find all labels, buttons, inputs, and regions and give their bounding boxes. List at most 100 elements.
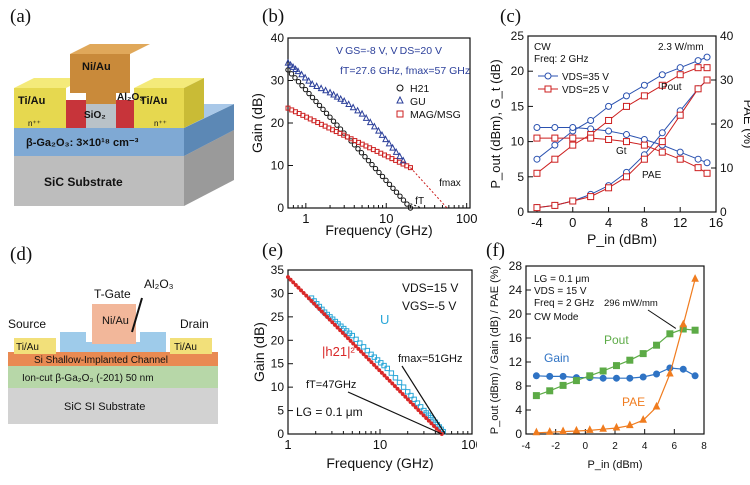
- c-power-density-annotation: 2.3 W/mm: [658, 42, 704, 53]
- c-gain-point-1: [551, 134, 559, 142]
- f-pointer-line: [647, 309, 677, 329]
- contact-left-label: Ti/Au: [18, 95, 45, 107]
- implant-layer: [8, 352, 218, 366]
- f-xtick-label: -4: [522, 441, 531, 452]
- c-gain-point-0: [587, 125, 595, 133]
- e-h21-point: [398, 389, 403, 394]
- c-gain-point-0: [622, 131, 630, 139]
- f-1-point: [546, 387, 554, 395]
- b-gu-point: [358, 109, 366, 117]
- c-freq-annotation: Freq: 2 GHz: [534, 54, 588, 65]
- drain-contact: [170, 338, 212, 354]
- f-ytick-label: 20: [509, 307, 523, 321]
- e-u-point: [371, 354, 378, 360]
- e-h21-point: [418, 410, 424, 415]
- device-3d-diagram: Ti/Au Ti/Au Ni/Au Al₂O₃ SiO₂ n⁺⁺ n⁺⁺ β-G…: [14, 44, 234, 206]
- c-ytick-label: 15: [511, 99, 525, 113]
- f-0-point: [639, 373, 647, 381]
- e-h21-point: [345, 336, 351, 341]
- f-ytick-label: 0: [515, 427, 522, 441]
- b-gu-point: [330, 90, 337, 98]
- f-gain-series-label: Gain: [544, 351, 569, 365]
- e-u-point: [396, 379, 403, 386]
- b-gu-point: [340, 97, 348, 104]
- b-h21-point: [320, 106, 326, 113]
- e-h21-point: [298, 288, 304, 293]
- e-h21-point: [301, 290, 306, 296]
- e-ytick-label: 10: [271, 380, 285, 394]
- f-ytick-label: 4: [515, 403, 522, 417]
- e-h21-point: [356, 346, 361, 351]
- c-pae-point-1: [658, 138, 666, 146]
- b-h21-point: [295, 79, 302, 85]
- f-xtick-label: 6: [672, 441, 678, 452]
- b-h21-point: [334, 122, 340, 128]
- e-xtick-label: 10: [373, 437, 387, 452]
- e-h21-point: [288, 277, 293, 282]
- panel-label-b: (b): [262, 6, 285, 27]
- b-h21-point: [404, 201, 410, 207]
- e-ytick-label: 0: [277, 427, 284, 441]
- e-h21-point: [285, 274, 291, 280]
- c-gain-point-0: [551, 124, 559, 132]
- c-gain-point-1: [569, 134, 577, 142]
- c-ytick-label: 25: [511, 30, 525, 43]
- b-gu-point: [389, 143, 397, 151]
- c2-ytick-label: 20: [720, 117, 734, 131]
- b-gu-point: [333, 92, 341, 100]
- e-ytick-label: 35: [271, 264, 285, 277]
- e-ft-annotation: fT=47GHz: [306, 379, 356, 391]
- e-u-point: [417, 404, 424, 410]
- f-1-point: [639, 350, 647, 358]
- e-h21-point: [382, 373, 387, 378]
- c-ytick-label: 0: [517, 205, 524, 219]
- e-h21-point: [351, 341, 356, 346]
- b-h21-point: [288, 71, 295, 77]
- drain-label: Drain: [180, 317, 209, 331]
- b-legend-label: H21: [410, 83, 429, 95]
- e-ytick-label: 5: [277, 404, 284, 418]
- b-gu-point: [382, 135, 389, 143]
- e-u-point: [388, 370, 395, 376]
- e-h21-point: [392, 384, 397, 389]
- spacer-label: SiO₂: [84, 110, 106, 121]
- substrate-side: [184, 130, 234, 206]
- b-h21-point: [362, 153, 368, 160]
- gate-label: Ni/Au: [82, 61, 111, 73]
- c-xtick-label: 0: [569, 215, 576, 230]
- f-lg-annotation: LG = 0.1 μm: [534, 274, 590, 285]
- e-u-point: [400, 384, 407, 390]
- b-ytick-label: 20: [271, 116, 285, 130]
- c-pout-point-1: [533, 169, 541, 177]
- e-u-point: [414, 400, 421, 406]
- chart-c-power-sweep: 0 5 10 15 20 25 0 10 20 30 40 -4 0 4 8 12 16 P_in (dBm) P_…: [488, 30, 750, 247]
- f-0-point: [532, 372, 540, 380]
- f-xtick-label: 0: [583, 441, 589, 452]
- c-gain-point-1: [694, 164, 702, 172]
- b-legend-marker: [396, 110, 404, 118]
- contact-right-side: [184, 78, 204, 128]
- f-2-point: [572, 425, 581, 434]
- f-1-point: [612, 362, 620, 370]
- b-h21-point: [390, 185, 396, 191]
- f-2-point: [679, 319, 688, 328]
- c-gain-point-0: [694, 155, 702, 163]
- e-u-point: [378, 360, 384, 366]
- c-xtick-label: -4: [531, 215, 543, 230]
- e-h21-point: [361, 352, 366, 357]
- e-h21-point: [405, 397, 410, 402]
- f-ytick-label: 24: [509, 283, 523, 297]
- e-h21-point: [317, 306, 322, 312]
- e-h21-point: [348, 338, 353, 343]
- e-ytick-label: 25: [271, 310, 285, 324]
- e-vgs-annotation: VGS=-5 V: [402, 299, 456, 313]
- b-h21-point: [376, 169, 382, 176]
- c-pout-point-1: [703, 64, 711, 72]
- b-mag-extrapolation: [410, 167, 448, 209]
- c-gain-point-1: [605, 135, 613, 143]
- f-0-point: [599, 374, 607, 382]
- b-y-axis-label: Gain (dB): [249, 93, 265, 153]
- b-gu-point: [284, 58, 292, 66]
- c2-ytick-label: 10: [720, 161, 734, 175]
- b-gu-point: [305, 76, 313, 84]
